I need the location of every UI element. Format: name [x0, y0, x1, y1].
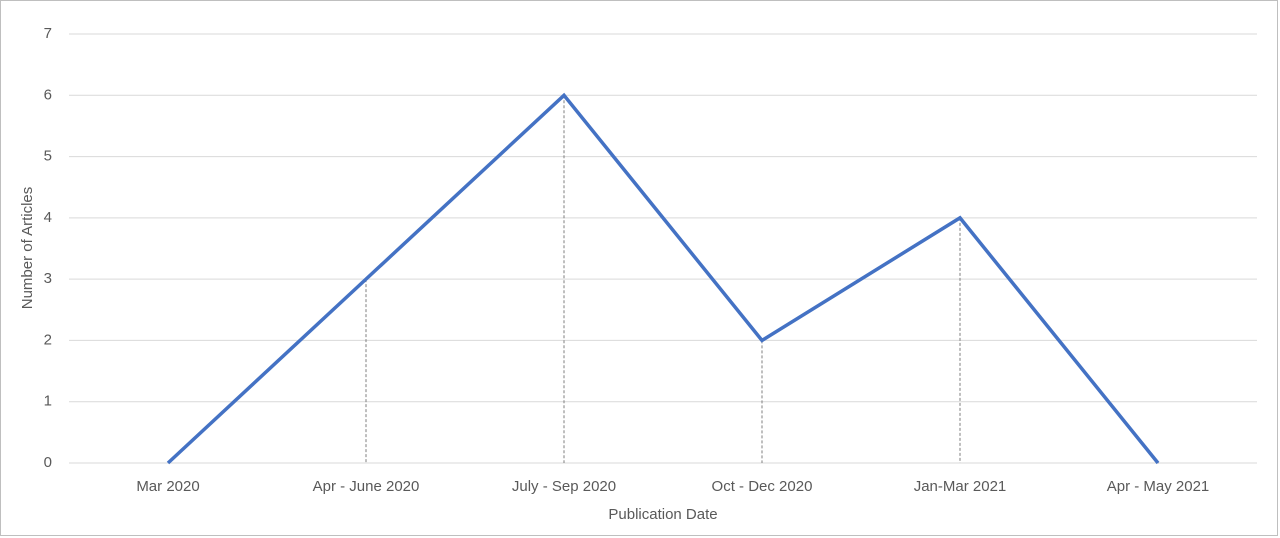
- y-tick-label: 4: [44, 209, 52, 226]
- y-axis-label: Number of Articles: [19, 187, 36, 310]
- x-tick-label: Jan-Mar 2021: [914, 478, 1007, 495]
- x-tick-label: Oct - Dec 2020: [712, 478, 813, 495]
- x-axis-label: Publication Date: [608, 506, 717, 523]
- y-tick-label: 7: [44, 25, 52, 42]
- x-tick-label: Apr - May 2021: [1107, 478, 1210, 495]
- y-tick-label: 3: [44, 270, 52, 287]
- y-tick-label: 5: [44, 148, 52, 165]
- y-tick-label: 6: [44, 86, 52, 103]
- data-line: [166, 92, 1160, 465]
- x-tick-label: July - Sep 2020: [512, 478, 616, 495]
- y-tick-label: 2: [44, 331, 52, 348]
- y-tick-label: 1: [44, 393, 52, 410]
- y-tick-label: 0: [44, 454, 52, 471]
- x-tick-label: Apr - June 2020: [313, 478, 420, 495]
- x-tick-label: Mar 2020: [136, 478, 199, 495]
